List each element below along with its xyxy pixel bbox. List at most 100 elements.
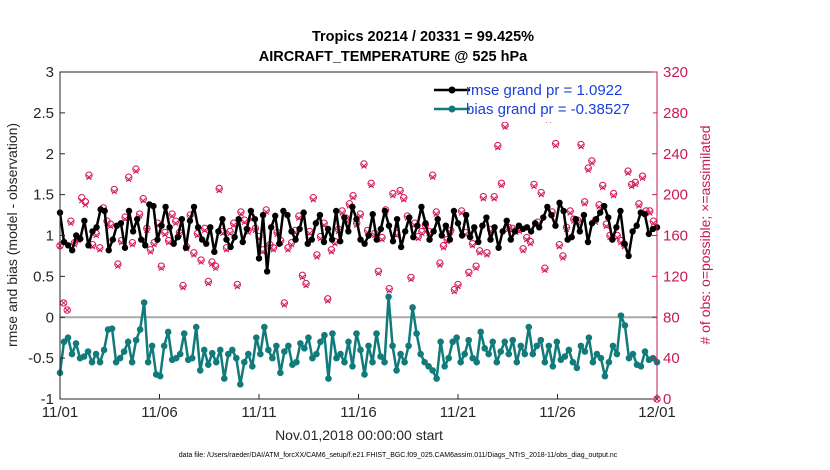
rmse-point	[170, 240, 177, 247]
obs-assimilated-point	[96, 246, 103, 253]
bias-point	[112, 358, 120, 366]
rmse-point	[284, 211, 291, 219]
obs-assimilated-point	[531, 183, 537, 190]
obs-assimilated-point	[111, 188, 118, 195]
bias-point	[245, 350, 252, 358]
rmse-point	[345, 228, 352, 235]
obs-assimilated-point	[625, 170, 631, 177]
bias-point	[505, 350, 513, 358]
obs-possible-point	[551, 139, 560, 148]
bias-point	[461, 350, 468, 358]
bias-point	[517, 342, 525, 350]
bias-point	[124, 338, 132, 346]
bias-point	[100, 346, 108, 354]
obs-assimilated-point	[632, 181, 639, 188]
obs-assimilated-point	[361, 163, 367, 169]
rmse-point	[487, 236, 494, 243]
bias-point	[72, 340, 80, 347]
rmse-point	[507, 236, 514, 243]
obs-possible-point	[559, 252, 567, 260]
bias-point	[613, 350, 621, 358]
obs-assimilated-point	[581, 200, 588, 207]
obs-possible-point	[454, 280, 462, 289]
rmse-point	[182, 244, 190, 251]
obs-assimilated-point	[201, 227, 208, 234]
obs-possible-point	[324, 295, 332, 303]
obs-possible-point	[309, 193, 317, 202]
rmse-point	[442, 222, 450, 229]
bias-point	[180, 330, 188, 337]
y-tick-label-left: 0	[46, 309, 54, 326]
rmse-point	[621, 240, 628, 247]
rmse-point	[588, 220, 596, 227]
rmse-point	[312, 220, 320, 227]
bias-point	[188, 354, 196, 362]
obs-possible-point	[385, 284, 393, 293]
bias-point	[293, 358, 300, 366]
rmse-point	[592, 215, 600, 223]
rmse-point	[231, 233, 238, 241]
obs-assimilated-point	[379, 236, 385, 243]
y-tick-label-left: 3	[46, 64, 54, 81]
bias-point	[140, 299, 148, 306]
bias-point	[249, 363, 256, 370]
obs-assimilated-point	[169, 213, 176, 219]
obs-possible-point	[302, 279, 310, 288]
bias-point	[573, 364, 581, 372]
obs-assimilated-point	[314, 254, 320, 260]
y-tick-label-left: 1.5	[33, 187, 54, 204]
bias-point	[176, 350, 184, 358]
bias-point	[489, 338, 497, 346]
obs-possible-point	[407, 273, 415, 282]
obs-possible-point	[646, 207, 654, 215]
legend-box	[428, 79, 653, 122]
rmse-point	[466, 233, 474, 241]
bias-point	[553, 338, 561, 346]
bias-point	[220, 375, 228, 382]
rmse-point	[462, 211, 470, 219]
y-tick-label-right: 240	[663, 146, 688, 163]
rmse-point	[353, 215, 360, 223]
rmse-point	[259, 211, 267, 219]
bias-point	[84, 348, 92, 355]
obs-assimilated-point	[238, 211, 244, 217]
obs-assimilated-point	[386, 287, 393, 294]
obs-assimilated-point	[198, 259, 204, 265]
bias-point	[529, 350, 537, 358]
rmse-point	[198, 236, 206, 243]
bias-point	[373, 330, 380, 337]
obs-assimilated-point	[408, 276, 414, 283]
obs-assimilated-point	[125, 176, 132, 183]
obs-possible-point	[537, 188, 545, 197]
rmse-point	[572, 215, 579, 223]
obs-possible-point	[262, 206, 270, 214]
y-tick-label-left: 0.5	[33, 268, 54, 285]
rmse-point	[495, 244, 502, 251]
rmse-point	[479, 222, 486, 229]
rmse-point	[337, 238, 344, 245]
x-axis-label: Nov.01,2018 00:00:00 start	[275, 427, 443, 443]
obs-assimilated-point	[227, 230, 233, 237]
bias-point	[605, 358, 613, 366]
obs-assimilated-point	[473, 265, 479, 272]
rmse-point	[491, 224, 498, 231]
rmse-point	[81, 217, 88, 224]
bias-point	[381, 358, 388, 366]
bias-point	[265, 346, 272, 354]
y-axis-right-ticks: 0 40 80 120 160 200 240 280 320	[652, 64, 688, 408]
obs-possible-point	[624, 167, 632, 175]
obs-possible-point	[157, 262, 166, 270]
obs-assimilated-point	[165, 239, 172, 246]
bias-point	[224, 350, 232, 358]
bias-point	[421, 358, 428, 366]
obs-assimilated-point	[455, 283, 461, 290]
rmse-point	[576, 228, 584, 235]
obs-assimilated-point	[107, 223, 114, 230]
bias-point	[597, 354, 605, 362]
bias-point	[401, 358, 408, 366]
bias-point	[549, 363, 557, 370]
obs-possible-point	[349, 191, 357, 200]
rmse-point	[133, 215, 141, 223]
rmse-point	[276, 240, 283, 247]
bias-point	[269, 354, 276, 362]
